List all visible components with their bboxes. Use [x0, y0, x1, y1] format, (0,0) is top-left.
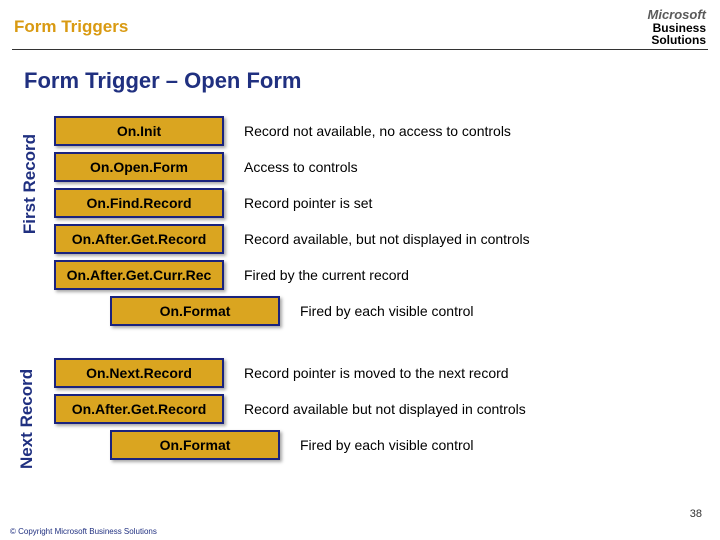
copyright-footer: © Copyright Microsoft Business Solutions: [10, 527, 157, 536]
trigger-row: On.Init Record not available, no access t…: [54, 116, 700, 146]
trigger-box: On.Init: [54, 116, 224, 146]
trigger-description: Record available but not displayed in co…: [244, 401, 526, 417]
trigger-row: On.After.Get.Curr.Rec Fired by the curren…: [54, 260, 700, 290]
trigger-box: On.Open.Form: [54, 152, 224, 182]
next-record-label: Next Record: [17, 369, 37, 469]
trigger-box: On.Format: [110, 296, 280, 326]
trigger-row: On.After.Get.Record Record available but …: [54, 394, 700, 424]
trigger-box: On.After.Get.Record: [54, 394, 224, 424]
trigger-row: On.Open.Form Access to controls: [54, 152, 700, 182]
trigger-box: On.Find.Record: [54, 188, 224, 218]
diagram-content: First Record Next Record On.InitRecord n…: [0, 104, 720, 460]
logo-line-3: Solutions: [648, 34, 707, 47]
section-title-wrap: Form Trigger – Open Form: [0, 58, 720, 104]
trigger-box: On.After.Get.Record: [54, 224, 224, 254]
trigger-description: Fired by the current record: [244, 267, 409, 283]
trigger-description: Record not available, no access to contr…: [244, 123, 511, 139]
page-number: 38: [690, 508, 702, 520]
slide-header: Form Triggers Microsoft Business Solutio…: [0, 0, 720, 49]
trigger-row: On.Find.Record Record pointer is set: [54, 188, 700, 218]
logo: Microsoft Business Solutions: [648, 8, 707, 47]
divider: [12, 49, 708, 50]
first-record-label: First Record: [20, 124, 40, 244]
trigger-row: On.After.Get.Record Record available, but…: [54, 224, 700, 254]
group-spacer: [54, 332, 700, 358]
trigger-description: Record pointer is set: [244, 195, 372, 211]
trigger-row: On.Format Fired by each visible control: [54, 296, 700, 326]
trigger-box: On.Next.Record: [54, 358, 224, 388]
trigger-description: Record pointer is moved to the next reco…: [244, 365, 509, 381]
logo-line-1: Microsoft: [648, 8, 707, 22]
trigger-description: Fired by each visible control: [300, 303, 474, 319]
trigger-row: On.Format Fired by each visible control: [54, 430, 700, 460]
first-record-group: On.Init Record not available, no access t…: [54, 116, 700, 326]
trigger-box: On.After.Get.Curr.Rec: [54, 260, 224, 290]
trigger-description: Access to controls: [244, 159, 358, 175]
header-title: Form Triggers: [14, 17, 128, 37]
section-title: Form Trigger – Open Form: [24, 68, 696, 94]
next-record-group: On.Next.Record Record pointer is moved to…: [54, 358, 700, 460]
trigger-description: Fired by each visible control: [300, 437, 474, 453]
trigger-description: Record available, but not displayed in c…: [244, 231, 530, 247]
trigger-row: On.Next.Record Record pointer is moved to…: [54, 358, 700, 388]
trigger-box: On.Format: [110, 430, 280, 460]
